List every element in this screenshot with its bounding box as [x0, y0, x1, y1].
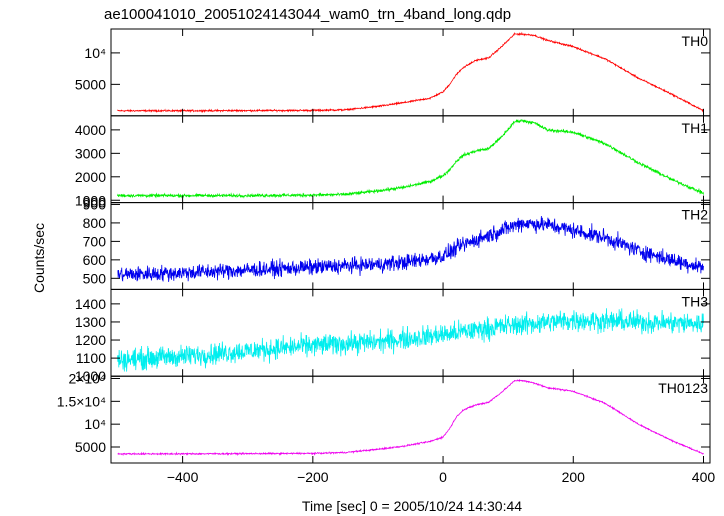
panel-th2: 500 600 700 800 900 TH2	[83, 196, 711, 290]
x-axis-label: Time [sec] 0 = 2005/10/24 14:30:44	[302, 498, 522, 514]
x-tick-label: −400	[167, 469, 199, 485]
x-tick-label: −200	[297, 469, 329, 485]
y-tick-label: 500	[83, 270, 107, 286]
panel-label: TH1	[682, 120, 709, 136]
panel-label: TH2	[682, 207, 709, 223]
y-tick-label: 600	[83, 252, 107, 268]
series-line-th3	[117, 308, 704, 372]
y-tick-label: 2×10⁴	[68, 370, 106, 386]
series-line-th0	[117, 31, 704, 114]
y-tick-label: 3000	[75, 145, 106, 161]
panel-th0123: 5000 10⁴ 1.5×10⁴ 2×10⁴ TH0123	[57, 370, 711, 464]
series-line-th2	[117, 216, 704, 282]
y-tick-label: 2000	[75, 169, 106, 185]
y-tick-label: 5000	[75, 439, 106, 455]
panel-frame	[110, 115, 711, 204]
panel-label: TH3	[682, 293, 709, 309]
panel-frame	[110, 375, 711, 464]
x-tick-label: 0	[439, 469, 447, 485]
y-tick-label: 1100	[76, 350, 106, 366]
y-tick-label: 1200	[75, 332, 106, 348]
y-tick-label: 1000	[75, 192, 106, 208]
x-tick-label: 400	[692, 469, 716, 485]
panel-frame	[110, 28, 711, 117]
y-tick-label: 10⁴	[84, 45, 106, 61]
y-tick-label: 900	[83, 196, 107, 212]
series-line-th1	[117, 118, 704, 199]
y-tick-label: 5000	[75, 76, 106, 92]
y-tick-label: 900	[83, 195, 107, 211]
y-tick-label: 800	[83, 215, 107, 231]
y-tick-label: 4000	[75, 122, 106, 138]
panel-label: TH0123	[658, 380, 708, 396]
panel-th0: 5000 10⁴ TH0	[75, 28, 711, 117]
y-tick-label: 10⁴	[84, 416, 106, 432]
y-tick-label: 1400	[75, 296, 106, 312]
x-tick-label: 200	[562, 469, 586, 485]
y-axis-label: Counts/sec	[31, 223, 47, 293]
series-line-th0123	[117, 378, 704, 457]
panel-th3: 1000 1100 1200 1300 1400 TH3	[75, 288, 711, 384]
panel-label: TH0	[682, 33, 709, 49]
chart-title: ae100041010_20051024143044_wam0_trn_4ban…	[104, 6, 511, 23]
y-tick-label: 1300	[75, 314, 106, 330]
y-tick-label: 1.5×10⁴	[57, 393, 106, 409]
y-tick-label: 1000	[75, 368, 106, 384]
y-tick-label: 700	[83, 233, 107, 249]
